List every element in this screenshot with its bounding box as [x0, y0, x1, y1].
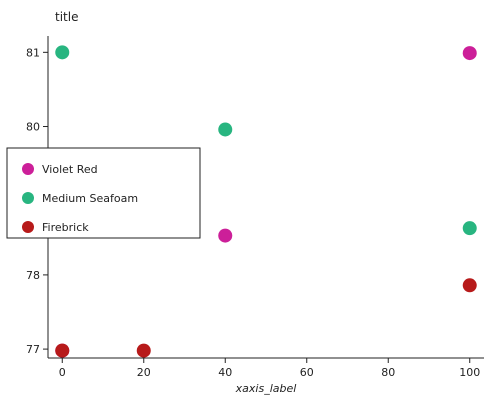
point-medium-seafoam	[55, 45, 70, 60]
data-points	[55, 45, 477, 358]
legend-marker-violet-red	[22, 163, 34, 175]
point-firebrick	[462, 278, 477, 293]
y-tick-label: 77	[26, 343, 40, 356]
point-firebrick	[55, 343, 70, 358]
point-medium-seafoam	[218, 122, 233, 137]
point-violet-red	[462, 46, 477, 61]
legend-box	[6, 147, 201, 239]
point-medium-seafoam	[462, 221, 477, 236]
x-tick-label: 40	[218, 366, 232, 379]
point-firebrick	[136, 343, 151, 358]
legend: Violet Red Medium Seafoam Firebrick	[6, 147, 201, 239]
y-tick-label: 81	[26, 46, 40, 59]
x-tick-label: 20	[137, 366, 151, 379]
x-ticks: 0 20 40 60 80 100	[59, 358, 480, 379]
x-axis-title: xaxis_label	[235, 382, 297, 395]
x-tick-label: 100	[459, 366, 480, 379]
x-tick-label: 60	[300, 366, 314, 379]
legend-label-firebrick: Firebrick	[42, 221, 89, 234]
legend-label-medium-seafoam: Medium Seafoam	[42, 192, 138, 205]
y-tick-label: 78	[26, 269, 40, 282]
x-tick-label: 80	[381, 366, 395, 379]
legend-label-violet-red: Violet Red	[42, 163, 98, 176]
x-tick-label: 0	[59, 366, 66, 379]
chart-title: title	[55, 10, 78, 24]
legend-items: Violet Red Medium Seafoam Firebrick	[22, 163, 138, 234]
legend-marker-firebrick	[22, 221, 34, 233]
legend-marker-medium-seafoam	[22, 192, 34, 204]
y-tick-label: 80	[26, 121, 40, 134]
point-violet-red	[218, 228, 233, 243]
